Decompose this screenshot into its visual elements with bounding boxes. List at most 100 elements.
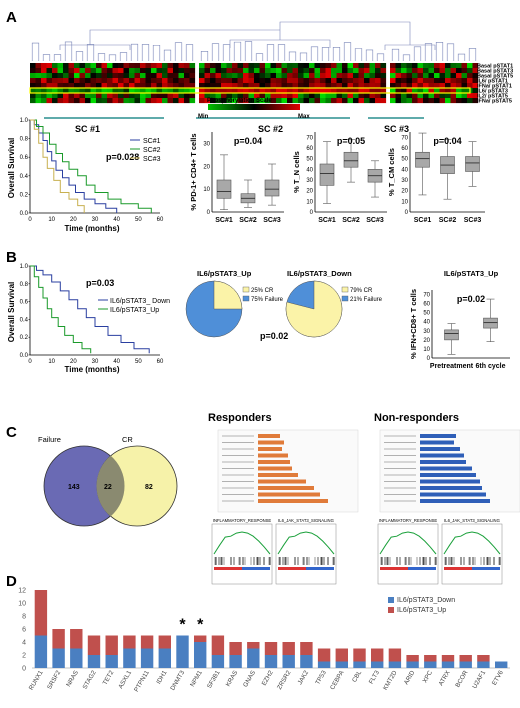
y-tick-label: 12 [18,588,26,595]
x-tick-label: XPC [422,669,435,684]
x-tick-label: ASXL1 [117,669,133,690]
tick-label: 70 [423,293,430,299]
x-tick-label: STAG2 [82,669,98,690]
tick-label: 40 [306,167,313,173]
enrichment-bar [258,440,284,445]
heatmap-row-label: Basal pSTAT5 [477,73,513,79]
y-tick-label: 4 [22,640,26,647]
gsea-title: INFLAMMATORY_RESPONSE [213,518,272,523]
km-a-curve-sc1 [30,119,118,213]
bar-segment-down [52,648,65,668]
responders-block: Responders INFLAMMATORY_RESPONSE IL6_JAK_… [208,412,359,585]
boxplot-ifn: 0 10 20 30 40 50 60 70 % IFN+CD8+ T cells Pretrea… [409,269,510,370]
tick-label: 20 [70,217,77,223]
x-tick-label: TP53 [314,669,328,686]
significance-star: * [197,617,204,634]
scale-title: Phosphorylation Scale [207,98,272,104]
category-label: SC#1 [318,217,336,224]
enrichment-bar [258,460,290,464]
boxplot-pvalue: p=0.05 [337,136,365,146]
enrichment-bar [258,447,282,451]
category-label: SC#2 [342,217,360,224]
km-b-pvalue: p=0.03 [86,278,114,288]
venn-right-count: 82 [145,484,153,491]
box [415,151,430,168]
tick-label: 0 [427,356,431,362]
box [319,163,335,186]
enrichment-bar [258,479,306,484]
significance-star: * [179,617,186,634]
tick-label: 60 [401,146,408,152]
x-tick-label: IDH1 [155,669,168,685]
boxplot-tn: 0 10 20 30 40 50 60 70 % T_N cells SC#1 SC#2 SC#3 p=… [292,132,387,224]
category-label: SC#1 [414,217,432,224]
tick-label: 50 [135,217,142,223]
enrichment-bar [420,453,464,458]
bar-segment-up [335,648,348,662]
category-label: 6th cycle [476,363,506,370]
tick-label: 30 [203,141,210,147]
x-tick-label: PTPN11 [133,669,151,693]
tick-label: 0.6 [20,300,29,306]
tick-label: 0.0 [20,211,29,217]
box [483,317,498,329]
x-tick-label: ATRX [438,669,453,687]
bar-segment-up [229,642,242,655]
box [465,156,480,172]
enrichment-bar [258,492,320,497]
x-tick-label: ZRSR2 [276,669,293,691]
boxplot-ylabel: % PD-1+ CD4+ T cells [189,133,198,210]
y-tick-label: 0 [22,666,26,673]
category-label: SC#2 [239,217,257,224]
boxplot-ylabel: % T_N cells [292,151,301,193]
bar-segment-up [87,635,101,655]
cluster-label-sc2: SC #2 [258,124,283,134]
x-tick-label: FLT3 [368,669,381,685]
km-plot-a: 1.0 0.8 0.6 0.4 0.2 0.0 0 10 20 30 40 50 60 Overall… [7,118,164,233]
dendrogram [31,21,477,61]
km-a-curve-sc3 [30,119,85,213]
tick-label: 10 [401,199,408,205]
bar-segment-up [70,629,83,649]
x-tick-label: ETV6 [491,669,505,687]
tick-label: 1.0 [20,118,29,124]
enrichment-bar [420,434,456,438]
cluster-label-sc1: SC #1 [75,124,100,134]
pie-slice-cr [285,280,343,338]
y-tick-label: 6 [22,627,26,634]
pie-up-title: IL6/pSTAT3_Up [197,269,252,278]
pie-up: IL6/pSTAT3_Up 25% CR 75% Failure [185,269,284,338]
bar-segment-down [441,661,455,668]
x-tick-label: U2AF1 [471,669,487,690]
bar-segment-down [70,648,83,668]
bar-segment-down [176,635,189,668]
bar-segment-down [34,635,48,668]
gsea-title: INFLAMMATORY_RESPONSE [379,518,438,523]
x-tick-label: KRAS [225,670,240,688]
tick-label: 60 [306,146,313,152]
x-tick-label: SRSF2 [46,669,62,691]
pie-down-title: IL6/pSTAT3_Down [287,269,352,278]
heatmap-row-label: IFNa/ pSTAT5 [477,98,512,104]
bar-segment-down [158,648,171,668]
panel-label-d: D [6,573,17,590]
tick-label: 0.0 [20,353,29,359]
responders-title: Responders [208,412,272,424]
x-tick-label: CEBPA [329,669,346,691]
tick-label: 30 [423,329,430,335]
enrichment-bar [258,453,288,458]
pie-pvalue: p=0.02 [260,331,288,341]
category-label: SC#2 [439,217,457,224]
stacked-bar-chart: 0 2 4 6 8 10 12 RUNX1 SRSF2 NRAS STAG2 TET2 ASXL1 PTP… [18,588,510,693]
km-a-legend-sc3: SC#3 [143,156,161,163]
km-b-legend-up: IL6/pSTAT3_Up [110,307,159,314]
x-tick-label: NRAS [65,670,80,689]
enrichment-bar [258,499,328,503]
tick-label: 0.4 [20,317,29,323]
box [264,179,280,197]
tick-label: 30 [92,359,99,365]
bar-segment-up [52,629,65,649]
tick-label: 40 [113,217,120,223]
bar-segment-down [371,661,384,668]
